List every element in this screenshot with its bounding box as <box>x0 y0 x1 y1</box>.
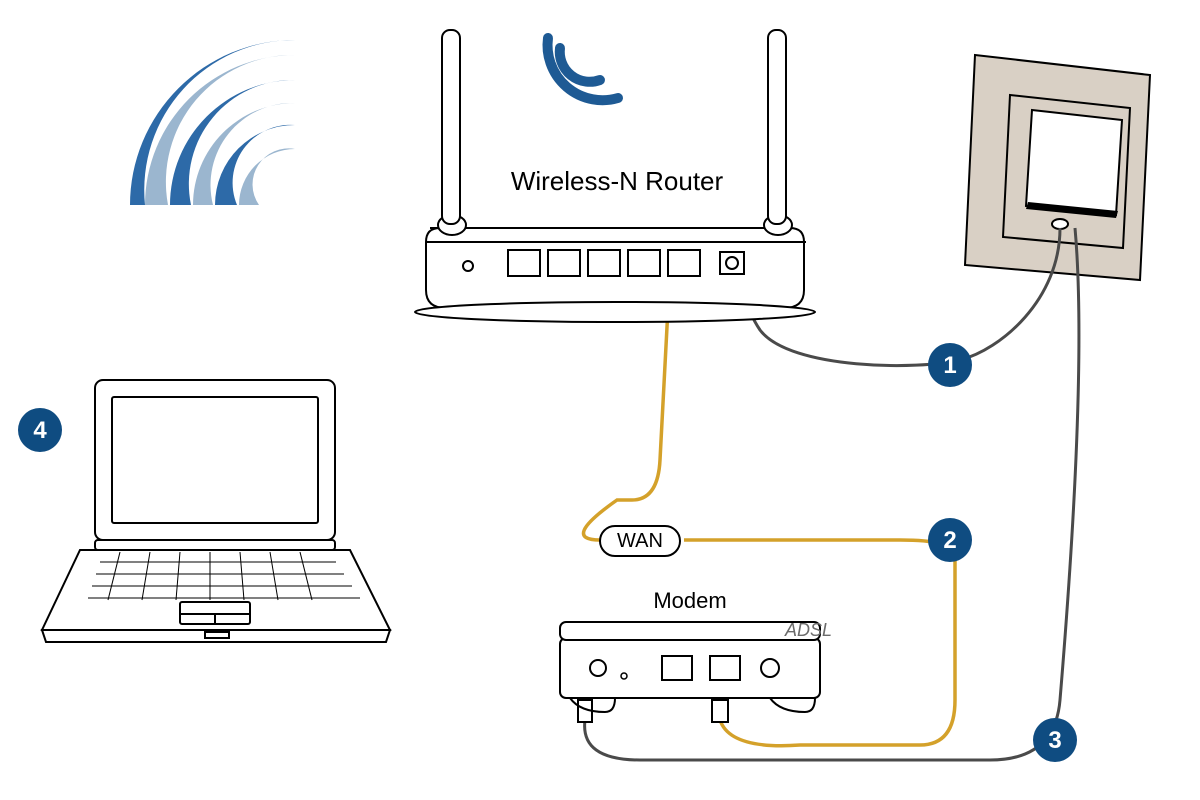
wan-label-text: WAN <box>617 530 663 552</box>
wan-label: WAN <box>600 526 680 556</box>
wifi-small-icon <box>548 38 618 100</box>
step-badge-1: 1 <box>928 343 972 387</box>
step-badge-4: 4 <box>18 408 62 452</box>
modem-adsl-label: ADSL <box>784 620 832 640</box>
svg-text:2: 2 <box>943 527 956 554</box>
wifi-arcs <box>130 40 295 205</box>
laptop <box>42 380 390 642</box>
step-badge-3: 3 <box>1033 718 1077 762</box>
modem-label: Modem <box>653 588 726 613</box>
modem-eth-plug <box>712 700 728 722</box>
modem: ADSL Modem <box>560 588 832 712</box>
step-badge-2: 2 <box>928 518 972 562</box>
svg-text:1: 1 <box>943 352 956 379</box>
router-label: Wireless-N Router <box>511 166 724 196</box>
svg-text:3: 3 <box>1048 727 1061 754</box>
svg-text:4: 4 <box>33 417 47 444</box>
